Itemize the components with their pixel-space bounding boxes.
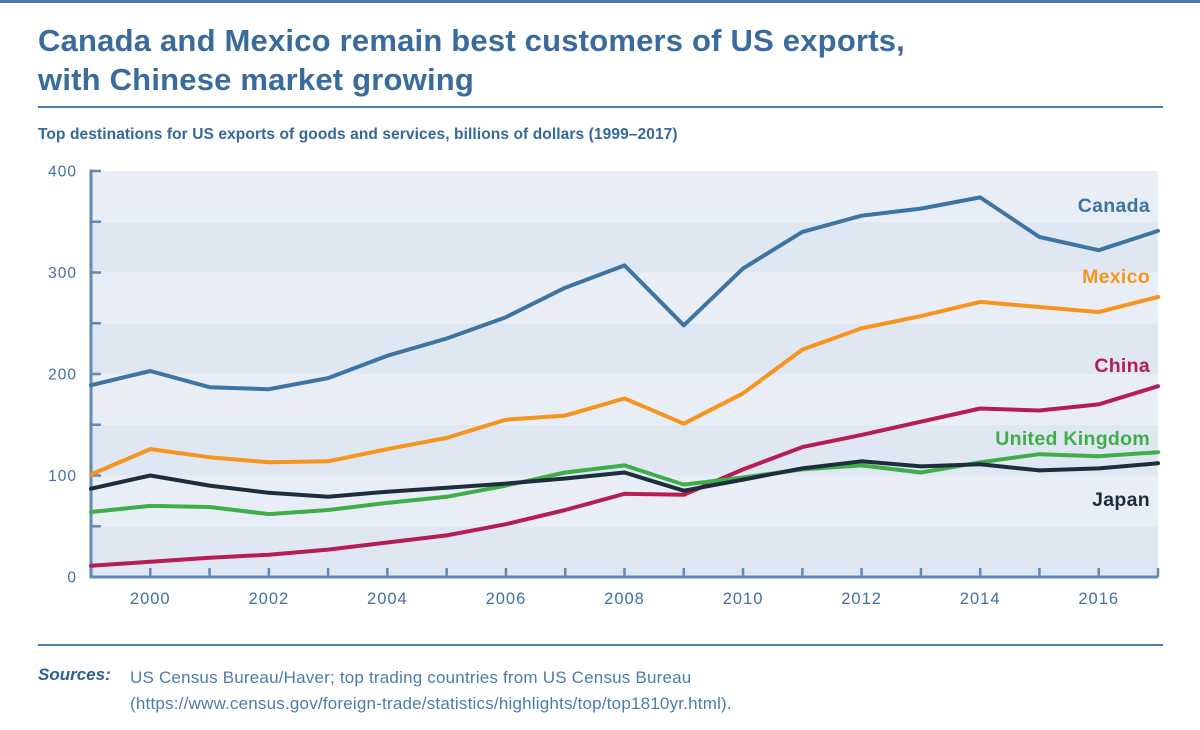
y-tick-label: 400: [48, 164, 77, 181]
sources-text: US Census Bureau/Haver; top trading coun…: [130, 665, 1160, 717]
top-accent-border: [0, 0, 1200, 3]
x-tick-label: 2008: [604, 590, 645, 608]
series-line-china: [89, 384, 1160, 568]
page-title: Canada and Mexico remain best customers …: [38, 21, 1168, 99]
sources-line-1: US Census Bureau/Haver; top trading coun…: [130, 668, 692, 687]
y-tick-label: 100: [48, 468, 77, 485]
x-tick-label: 2012: [841, 590, 882, 608]
series-line-japan: [89, 459, 1160, 499]
series-label-japan: Japan: [1092, 489, 1150, 511]
x-tick-label: 2010: [723, 590, 764, 608]
x-tick-label: 2004: [367, 590, 408, 608]
y-tick-label: 0: [67, 570, 77, 587]
footer-divider: [38, 644, 1163, 646]
series-label-united-kingdom: United Kingdom: [995, 428, 1150, 450]
series-label-canada: Canada: [1078, 195, 1150, 217]
exports-line-chart: 0 100 200 300 400 2000 2002 2004 2006 2008 2010 201…: [48, 164, 1160, 608]
plot-band: [92, 171, 1158, 222]
series-line-canada: [89, 195, 1160, 392]
x-tick-label: 2002: [248, 590, 289, 608]
series-line-united-kingdom: [89, 450, 1160, 517]
plot-band: [92, 272, 1158, 324]
x-tick-label: 2016: [1078, 590, 1119, 608]
axis-lines: [89, 169, 1158, 579]
sources-line-2: (https://www.census.gov/foreign-trade/st…: [130, 694, 732, 713]
title-divider: [38, 106, 1163, 108]
plot-band: [92, 323, 1158, 374]
chart-subtitle: Top destinations for US exports of goods…: [38, 126, 678, 143]
sources-label: Sources:: [38, 665, 111, 684]
page-title-line-1: Canada and Mexico remain best customers …: [38, 23, 905, 58]
series-label-mexico: Mexico: [1082, 266, 1150, 288]
page-title-line-2: with Chinese market growing: [38, 62, 475, 97]
plot-band: [92, 475, 1158, 527]
series-label-china: China: [1094, 355, 1150, 377]
y-tick-label: 300: [48, 265, 77, 282]
x-tick-label: 2000: [130, 590, 171, 608]
x-tick-label: 2006: [486, 590, 527, 608]
series-line-mexico: [89, 294, 1160, 477]
y-tick-label: 200: [48, 367, 77, 384]
x-tick-label: 2014: [960, 590, 1001, 608]
